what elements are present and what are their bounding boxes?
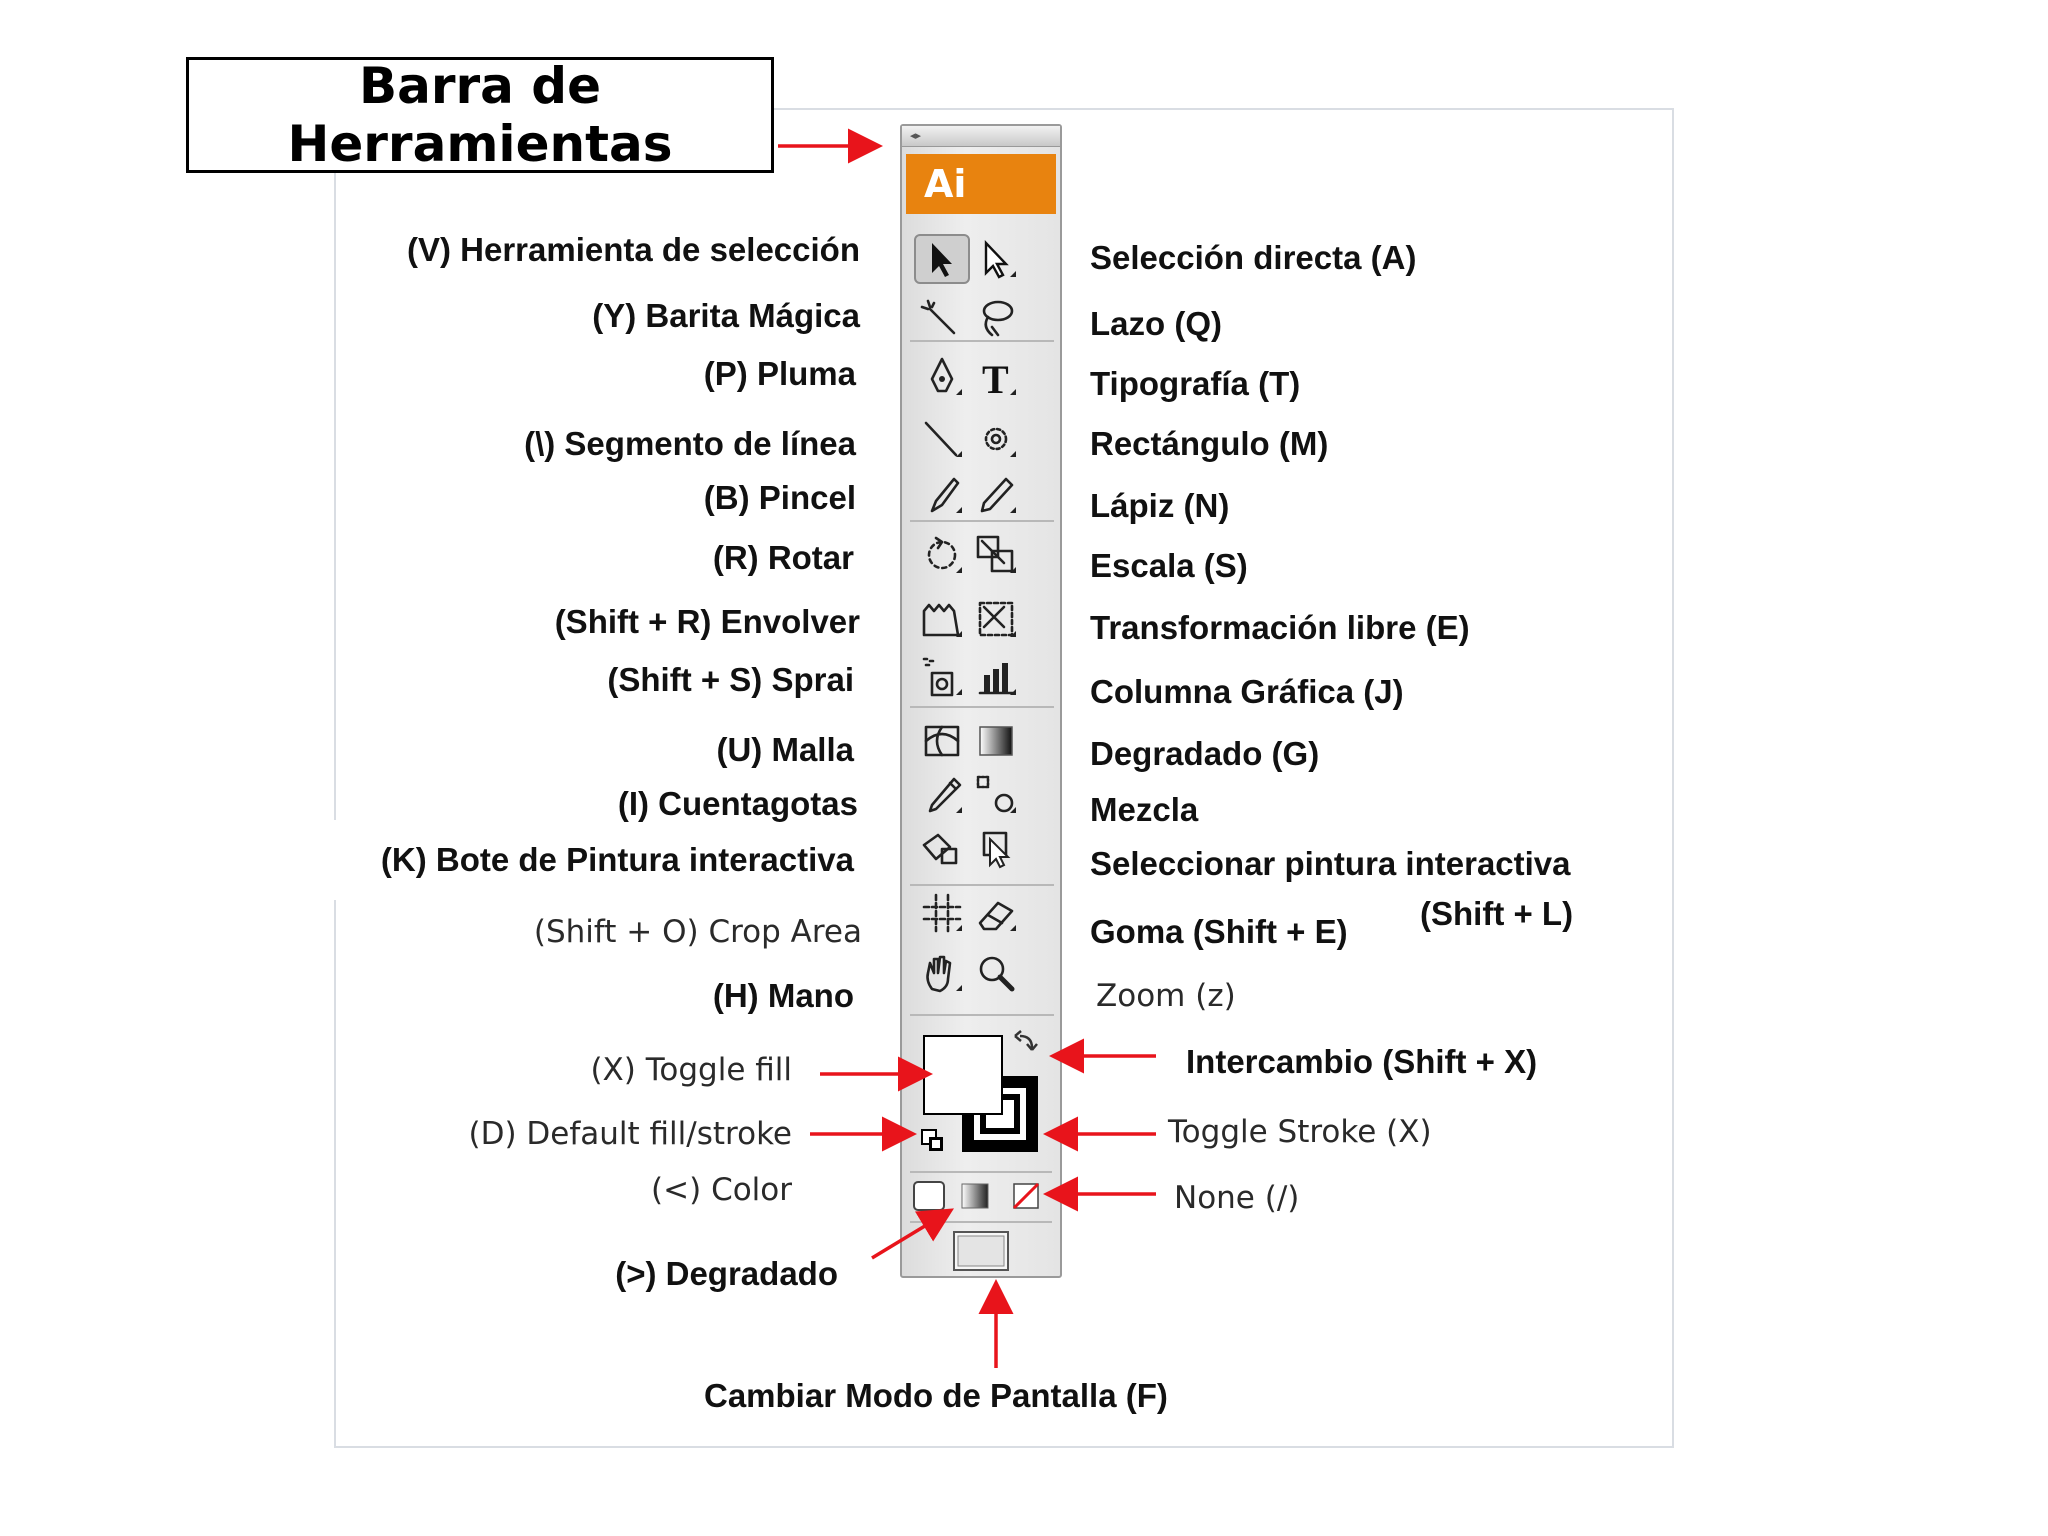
eraser-tool-icon[interactable] xyxy=(968,888,1024,938)
frame-gap xyxy=(326,820,338,900)
label-pen: (P) Pluma xyxy=(703,355,856,392)
rotate-tool-icon[interactable] xyxy=(914,530,970,580)
label-hand: (H) Mano xyxy=(712,977,854,1014)
lasso-tool-icon[interactable] xyxy=(968,294,1024,344)
panel-grip[interactable]: ◂▸ xyxy=(902,126,1060,147)
label-color: (<) Color xyxy=(651,1172,792,1208)
mesh-tool-icon[interactable] xyxy=(914,716,970,766)
label-live-paint-selection-shortcut: (Shift + L) xyxy=(1420,895,1574,932)
symbol-sprayer-tool-icon[interactable] xyxy=(914,652,970,702)
arrow-gradient-mode xyxy=(871,1208,954,1260)
svg-text:T: T xyxy=(982,357,1009,399)
selection-tool-icon[interactable] xyxy=(914,234,970,284)
tool-group-divider xyxy=(910,520,1054,522)
direct-selection-tool-icon[interactable] xyxy=(968,234,1024,284)
label-live-paint-bucket: (K) Bote de Pintura interactiva xyxy=(380,841,854,878)
live-paint-selection-tool-icon[interactable] xyxy=(968,824,1024,874)
label-rotate: (R) Rotar xyxy=(712,539,854,576)
ai-logo: Ai xyxy=(906,154,1056,214)
label-pencil: Lápiz (N) xyxy=(1090,487,1230,524)
label-warp: (Shift + R) Envolver xyxy=(554,603,860,640)
label-eraser: Goma (Shift + E) xyxy=(1090,913,1348,950)
label-free-transform: Transformación libre (E) xyxy=(1090,609,1470,646)
swap-icon[interactable] xyxy=(1014,1030,1038,1051)
tool-group-divider xyxy=(910,884,1054,886)
blend-tool-icon[interactable] xyxy=(968,770,1024,820)
label-toggle-fill: (X) Toggle fill xyxy=(590,1052,792,1088)
paintbrush-tool-icon[interactable] xyxy=(914,470,970,520)
label-selection: (V) Herramienta de selección xyxy=(406,231,860,268)
color-mode-icons xyxy=(913,1181,1040,1211)
free-transform-tool-icon[interactable] xyxy=(968,594,1024,644)
label-rectangle: Rectángulo (M) xyxy=(1090,425,1329,462)
gradient-tool-icon[interactable] xyxy=(968,716,1024,766)
label-paintbrush: (B) Pincel xyxy=(703,479,856,516)
crop-area-tool-icon[interactable] xyxy=(914,888,970,938)
scale-tool-icon[interactable] xyxy=(968,530,1024,580)
title-line-1: Barra de xyxy=(358,57,602,115)
label-column-graph: Columna Gráfica (J) xyxy=(1090,673,1404,710)
magic-wand-tool-icon[interactable] xyxy=(914,294,970,344)
label-zoom: Zoom (z) xyxy=(1096,978,1236,1014)
pencil-tool-icon[interactable] xyxy=(968,470,1024,520)
rectangle-tool-icon[interactable] xyxy=(968,414,1024,464)
title-line-2: Herramientas xyxy=(287,115,673,173)
label-eyedropper: (I) Cuentagotas xyxy=(617,785,858,822)
collapse-icon[interactable]: ◂▸ xyxy=(910,130,922,142)
label-lasso: Lazo (Q) xyxy=(1090,305,1222,342)
label-toggle-stroke: Toggle Stroke (X) xyxy=(1168,1114,1432,1150)
screen-mode-icon[interactable] xyxy=(953,1231,1009,1271)
screenshot-frame xyxy=(334,108,1674,1448)
default-colors-icon[interactable] xyxy=(921,1129,943,1151)
label-sprayer: (Shift + S) Sprai xyxy=(607,661,854,698)
label-line-segment: (\) Segmento de línea xyxy=(524,425,856,462)
label-mesh: (U) Malla xyxy=(716,731,854,768)
label-scale: Escala (S) xyxy=(1090,547,1248,584)
label-direct-selection: Selección directa (A) xyxy=(1090,239,1417,276)
label-gradient-mode: (>) Degradado xyxy=(615,1255,838,1292)
title-box: Barra de Herramientas xyxy=(186,57,774,173)
fill-stroke-widget[interactable] xyxy=(902,1026,1060,1276)
label-screen-mode: Cambiar Modo de Pantalla (F) xyxy=(704,1377,1168,1414)
tool-group-divider xyxy=(910,1014,1054,1016)
label-default-fill-stroke: (D) Default fill/stroke xyxy=(468,1116,793,1152)
label-blend: Mezcla xyxy=(1090,791,1199,828)
hand-tool-icon[interactable] xyxy=(914,948,970,998)
pen-tool-icon[interactable] xyxy=(914,352,970,402)
type-tool-icon[interactable]: T xyxy=(968,352,1024,402)
line-segment-tool-icon[interactable] xyxy=(914,414,970,464)
tool-group-divider xyxy=(910,340,1054,342)
label-type: Tipografía (T) xyxy=(1090,365,1301,402)
label-none: None (/) xyxy=(1174,1180,1300,1216)
gradient-mode-icon[interactable] xyxy=(961,1183,989,1209)
label-magic-wand: (Y) Barita Mágica xyxy=(592,297,860,334)
eyedropper-tool-icon[interactable] xyxy=(914,770,970,820)
label-live-paint-selection: Seleccionar pintura interactiva xyxy=(1090,845,1571,882)
label-swap: Intercambio (Shift + X) xyxy=(1186,1043,1538,1080)
label-crop-area: (Shift + O) Crop Area xyxy=(533,914,862,950)
zoom-tool-icon[interactable] xyxy=(968,948,1024,998)
warp-tool-icon[interactable] xyxy=(914,594,970,644)
column-graph-tool-icon[interactable] xyxy=(968,652,1024,702)
label-gradient: Degradado (G) xyxy=(1090,735,1320,772)
live-paint-bucket-tool-icon[interactable] xyxy=(914,824,970,874)
tool-group-divider xyxy=(910,706,1054,708)
